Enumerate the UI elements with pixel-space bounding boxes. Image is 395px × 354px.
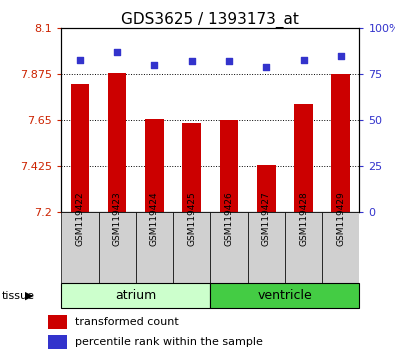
Title: GDS3625 / 1393173_at: GDS3625 / 1393173_at bbox=[121, 12, 299, 28]
Point bbox=[263, 64, 269, 70]
Bar bbox=[248, 212, 285, 283]
Text: percentile rank within the sample: percentile rank within the sample bbox=[75, 337, 263, 347]
Text: GSM119423: GSM119423 bbox=[113, 192, 122, 246]
Point bbox=[338, 53, 344, 59]
Text: GSM119422: GSM119422 bbox=[75, 192, 85, 246]
Bar bbox=[210, 212, 248, 283]
Bar bbox=[48, 315, 67, 329]
Bar bbox=[71, 84, 89, 212]
Bar bbox=[136, 212, 173, 283]
Bar bbox=[210, 283, 359, 308]
Bar bbox=[61, 283, 210, 308]
Text: GSM119428: GSM119428 bbox=[299, 192, 308, 246]
Text: GSM119429: GSM119429 bbox=[336, 192, 345, 246]
Text: GSM119425: GSM119425 bbox=[187, 192, 196, 246]
Bar bbox=[257, 165, 276, 212]
Bar bbox=[108, 73, 126, 212]
Bar bbox=[182, 123, 201, 212]
Point bbox=[226, 59, 232, 64]
Bar bbox=[220, 120, 238, 212]
Bar bbox=[173, 212, 210, 283]
Bar bbox=[145, 119, 164, 212]
Text: atrium: atrium bbox=[115, 289, 156, 302]
Bar bbox=[48, 335, 67, 348]
Point bbox=[188, 59, 195, 64]
Text: GSM119424: GSM119424 bbox=[150, 192, 159, 246]
Point bbox=[151, 62, 158, 68]
Bar bbox=[331, 74, 350, 212]
Bar bbox=[285, 212, 322, 283]
Text: transformed count: transformed count bbox=[75, 318, 179, 327]
Point bbox=[77, 57, 83, 62]
Text: GSM119427: GSM119427 bbox=[262, 192, 271, 246]
Bar bbox=[98, 212, 136, 283]
Point bbox=[300, 57, 307, 62]
Text: GSM119426: GSM119426 bbox=[224, 192, 233, 246]
Bar bbox=[322, 212, 359, 283]
Text: ▶: ▶ bbox=[24, 291, 33, 301]
Bar bbox=[294, 104, 313, 212]
Text: ventricle: ventricle bbox=[258, 289, 312, 302]
Text: tissue: tissue bbox=[2, 291, 35, 301]
Point bbox=[114, 50, 120, 55]
Bar bbox=[61, 212, 98, 283]
